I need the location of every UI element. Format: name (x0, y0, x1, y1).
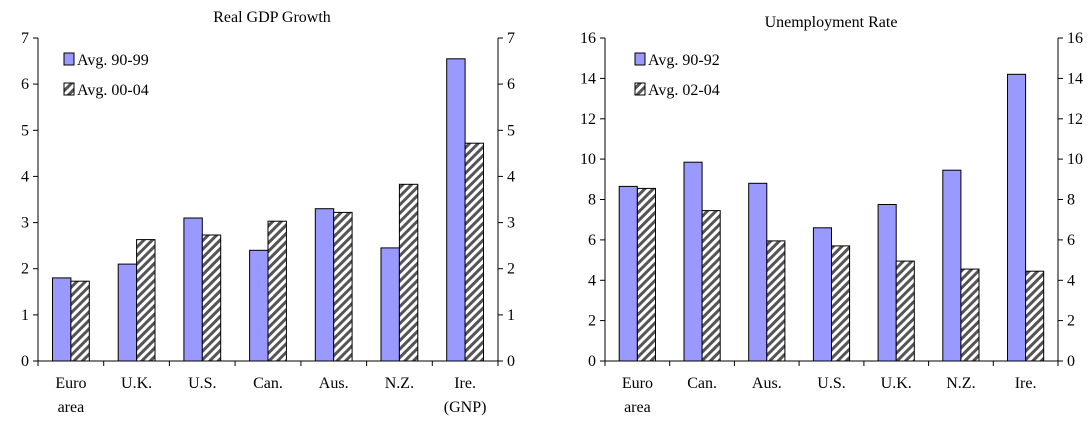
unemployment-bar-series-2-cat-4 (831, 245, 851, 362)
unemployment-bar-series-2-cat-2 (701, 210, 721, 362)
gdp-category-label-5: Aus. (319, 375, 349, 392)
gdp-category-label-3: U.S. (188, 375, 216, 392)
unemployment-legend-label-series-2: Avg. 02-04 (648, 82, 720, 99)
unemployment-right-y-tick-label-0: 0 (1067, 353, 1075, 370)
unemployment-chart: Unemployment Rate Avg. 90-92 Avg. 02-04 … (580, 14, 1083, 416)
gdp-bar-series-2-cat-4 (267, 220, 287, 362)
gdp-right-y-tick-label-0: 0 (507, 353, 515, 370)
unemployment-left-y-tick-label-10: 10 (580, 151, 596, 168)
gdp-left-y-tick-label-4: 4 (21, 168, 29, 185)
gdp-bar-series-1-cat-5 (314, 208, 335, 362)
unemployment-legend-swatch-series-1 (634, 52, 646, 66)
gdp-bar-series-2-cat-5 (333, 211, 353, 362)
gdp-left-y-tick-label-2: 2 (21, 261, 29, 278)
unemployment-bar-series-2-cat-3 (766, 240, 786, 362)
gdp-right-y-tick-label-1: 1 (507, 307, 515, 324)
unemployment-right-y-tick-label-10: 10 (1067, 151, 1083, 168)
unemployment-bar-series-2-cat-1 (636, 187, 657, 362)
unemployment-bar-series-1-cat-4 (812, 227, 833, 362)
unemployment-bar-series-1-cat-7 (1007, 73, 1027, 362)
unemployment-bar-series-1-cat-3 (748, 182, 768, 362)
gdp-bar-series-2-cat-6 (398, 183, 419, 362)
unemployment-left-y-tick-label-8: 8 (588, 192, 596, 209)
unemployment-right-y-tick-label-8: 8 (1067, 192, 1075, 209)
unemployment-bar-series-2-cat-6 (960, 268, 980, 362)
gdp-chart: Real GDP Growth Avg. 90-99 Avg. 00-04 Eu… (21, 9, 515, 416)
gdp-legend-label-series-1: Avg. 90-99 (77, 52, 149, 69)
gdp-bar-series-2-cat-7 (464, 142, 485, 362)
unemployment-left-y-tick-label-4: 4 (588, 272, 596, 289)
unemployment-left-y-tick-label-14: 14 (580, 70, 596, 87)
unemployment-right-y-tick-label-16: 16 (1067, 30, 1083, 47)
unemployment-category-label-5: U.K. (881, 375, 912, 392)
gdp-right-y-tick-label-6: 6 (507, 76, 515, 93)
unemployment-bar-series-2-cat-7 (1025, 270, 1045, 362)
unemployment-legend-swatch-series-2 (634, 82, 646, 96)
gdp-bar-series-1-cat-6 (380, 247, 400, 362)
unemployment-category-label-2: Can. (687, 375, 717, 392)
gdp-bar-series-1-cat-4 (249, 249, 269, 362)
unemployment-left-y-tick-label-2: 2 (588, 313, 596, 330)
gdp-category-label-7: Ire. (GNP) (444, 375, 487, 416)
gdp-left-y-tick-label-1: 1 (21, 307, 29, 324)
gdp-category-label-1: Euro area (55, 375, 86, 416)
unemployment-bar-series-2-cat-5 (895, 260, 915, 362)
unemployment-bar-series-1-cat-5 (877, 204, 897, 362)
gdp-category-label-6: N.Z. (385, 375, 414, 392)
unemployment-right-y-tick-label-2: 2 (1067, 313, 1075, 330)
gdp-left-y-tick-label-3: 3 (21, 215, 29, 232)
gdp-right-y-tick-label-5: 5 (507, 122, 515, 139)
unemployment-right-y-tick-label-12: 12 (1067, 111, 1083, 128)
unemployment-bar-series-1-cat-1 (618, 185, 638, 362)
unemployment-category-label-6: N.Z. (946, 375, 975, 392)
gdp-right-y-tick-label-3: 3 (507, 215, 515, 232)
unemployment-category-label-7: Ire. (1015, 375, 1037, 392)
gdp-left-y-tick-label-6: 6 (21, 76, 29, 93)
gdp-bar-series-2-cat-3 (201, 234, 222, 362)
gdp-category-label-2: U.K. (121, 375, 152, 392)
gdp-category-label-4: Can. (253, 375, 283, 392)
gdp-bar-series-1-cat-2 (117, 263, 138, 362)
unemployment-right-y-tick-label-6: 6 (1067, 232, 1075, 249)
gdp-right-y-tick-label-7: 7 (507, 30, 515, 47)
gdp-legend-swatch-series-1 (63, 52, 75, 66)
gdp-bar-series-1-cat-1 (52, 277, 72, 362)
unemployment-left-y-tick-label-6: 6 (588, 232, 596, 249)
gdp-chart-title: Real GDP Growth (213, 9, 331, 26)
gdp-right-y-tick-label-4: 4 (507, 168, 515, 185)
gdp-legend: Avg. 90-99 Avg. 00-04 (63, 52, 149, 99)
unemployment-chart-title: Unemployment Rate (765, 14, 898, 31)
gdp-legend-label-series-2: Avg. 00-04 (77, 82, 149, 99)
unemployment-category-label-1: Euro area (622, 375, 653, 416)
unemployment-right-y-tick-label-4: 4 (1067, 272, 1075, 289)
gdp-left-y-tick-label-0: 0 (21, 353, 29, 370)
unemployment-left-y-tick-label-12: 12 (580, 111, 596, 128)
unemployment-category-label-3: Aus. (752, 375, 782, 392)
gdp-bar-series-1-cat-3 (183, 217, 203, 362)
unemployment-bar-series-1-cat-2 (683, 161, 703, 362)
gdp-left-y-tick-label-5: 5 (21, 122, 29, 139)
gdp-bar-series-1-cat-7 (446, 58, 466, 362)
gdp-right-y-tick-label-2: 2 (507, 261, 515, 278)
gdp-left-y-tick-label-7: 7 (21, 30, 29, 47)
gdp-legend-swatch-series-2 (63, 82, 75, 96)
unemployment-legend-label-series-1: Avg. 90-92 (648, 52, 720, 69)
gdp-bar-series-2-cat-2 (136, 239, 156, 362)
unemployment-legend: Avg. 90-92 Avg. 02-04 (634, 52, 720, 99)
unemployment-right-y-tick-label-14: 14 (1067, 70, 1083, 87)
unemployment-category-label-4: U.S. (817, 375, 845, 392)
unemployment-bar-series-1-cat-6 (942, 169, 962, 362)
unemployment-left-y-tick-label-0: 0 (588, 353, 596, 370)
gdp-bar-series-2-cat-1 (70, 280, 90, 362)
unemployment-left-y-tick-label-16: 16 (580, 30, 596, 47)
